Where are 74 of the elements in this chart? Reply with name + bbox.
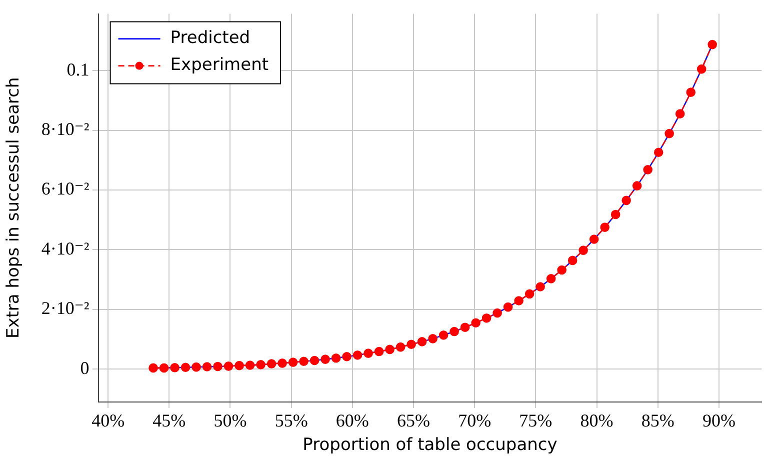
point — [696, 64, 706, 74]
point — [632, 181, 642, 190]
point — [643, 165, 652, 174]
point — [460, 322, 470, 332]
point — [234, 360, 244, 370]
point — [610, 210, 620, 220]
y-tick-label: 0.1 — [66, 59, 90, 80]
x-tick-label: 40% — [92, 410, 125, 431]
point — [170, 363, 180, 372]
point — [266, 359, 276, 368]
point — [708, 40, 717, 50]
point — [589, 234, 599, 244]
y-tick-label: 8·10⁻² — [41, 118, 90, 139]
point — [524, 289, 534, 299]
point — [622, 196, 631, 206]
point — [546, 274, 556, 284]
x-tick-label: 85% — [641, 410, 674, 431]
point — [471, 318, 480, 328]
x-tick-label: 45% — [152, 410, 186, 431]
point — [180, 362, 190, 372]
point — [374, 346, 384, 356]
point — [578, 246, 588, 255]
legend-label: Predicted — [170, 28, 250, 48]
y-tick-label: 0 — [80, 358, 90, 378]
y-axis-title: Extra hops in successul search — [4, 77, 24, 339]
x-tick-label: 75% — [519, 410, 552, 431]
point — [310, 356, 320, 366]
point — [224, 362, 234, 371]
x-tick-label: 90% — [702, 410, 736, 431]
x-tick-label: 80% — [580, 410, 614, 431]
point — [514, 296, 524, 306]
point — [417, 337, 427, 346]
point — [482, 313, 492, 323]
point — [686, 88, 696, 97]
x-tick-label: 70% — [458, 410, 492, 431]
x-tick-label: 50% — [214, 410, 247, 431]
point — [450, 326, 459, 336]
point — [438, 330, 448, 340]
point — [503, 302, 513, 312]
point — [213, 362, 222, 372]
point — [202, 362, 212, 372]
point — [396, 342, 406, 352]
point — [278, 358, 287, 368]
point — [320, 354, 330, 364]
x-tick-label: 55% — [274, 410, 308, 431]
x-tick-label: 60% — [336, 410, 369, 431]
point — [675, 109, 685, 118]
point — [331, 353, 341, 363]
y-tick-label: 4·10⁻² — [41, 238, 90, 258]
y-tick-label: 6·10⁻² — [41, 178, 90, 199]
y-tick-label: 2·10⁻² — [41, 298, 90, 318]
point — [342, 352, 352, 362]
point — [352, 350, 362, 360]
point — [299, 356, 308, 366]
point — [536, 282, 545, 292]
point — [385, 344, 394, 354]
legend-label: Experiment — [170, 55, 269, 76]
point — [364, 348, 373, 358]
point — [288, 358, 298, 367]
point — [406, 340, 416, 350]
point — [568, 256, 578, 266]
x-axis-title: Proportion of table occupancy — [302, 435, 558, 456]
point — [557, 265, 566, 275]
point — [428, 334, 438, 344]
point — [492, 308, 502, 318]
point — [192, 362, 201, 372]
point — [245, 360, 255, 370]
x-tick-label: 65% — [397, 410, 430, 431]
point — [654, 148, 664, 158]
point — [148, 363, 158, 373]
point — [600, 222, 610, 232]
point — [664, 128, 674, 138]
point — [256, 360, 266, 370]
point — [159, 363, 169, 373]
